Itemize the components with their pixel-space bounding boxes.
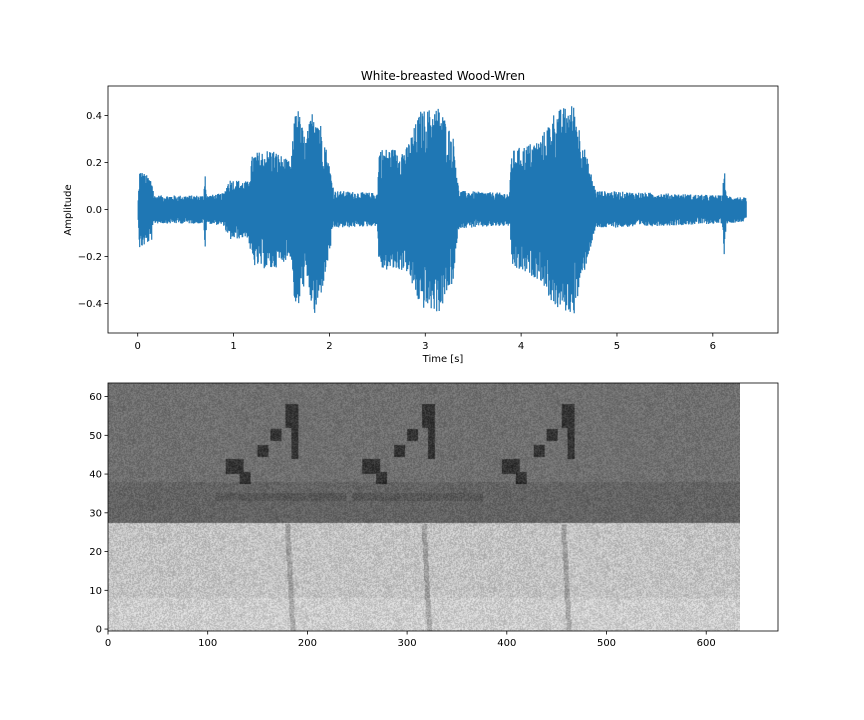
waveform-title: White-breasted Wood-Wren [361,69,525,83]
x-tick-label: 600 [697,638,716,649]
x-tick-label: 0 [105,638,111,649]
x-tick-label: 0 [135,341,141,352]
spectrogram-image [108,383,741,631]
y-tick-label: 60 [89,392,102,403]
x-tick-label: 300 [398,638,417,649]
y-tick-label: 40 [89,470,102,481]
waveform-ylabel: Amplitude [63,184,74,235]
y-tick-label: −0.2 [78,252,102,263]
x-tick-label: 4 [518,341,524,352]
y-tick-label: 0.2 [86,158,102,169]
waveform-axes: 0 1 2 3 4 5 6 −0.4 −0.2 0.0 0.2 0.4 [78,85,779,352]
spectrogram-axes: 0 100 200 300 400 500 600 0 10 20 30 40 50 60 [89,382,779,649]
x-tick-label: 3 [422,341,428,352]
y-tick-label: 20 [89,547,102,558]
waveform-xlabel: Time [s] [422,354,464,365]
y-tick-label: 30 [89,508,102,519]
x-tick-label: 500 [597,638,616,649]
y-tick-label: 0.4 [86,111,102,122]
x-tick-label: 1 [230,341,236,352]
y-tick-label: 0 [96,625,102,636]
x-tick-label: 5 [614,341,620,352]
x-tick-label: 200 [298,638,317,649]
y-tick-label: 10 [89,586,102,597]
x-tick-label: 2 [326,341,332,352]
spectrogram-frame [107,382,779,632]
y-tick-label: 0.0 [86,205,102,216]
y-tick-label: 50 [89,431,102,442]
x-tick-label: 400 [497,638,516,649]
waveform-line [137,106,747,314]
x-tick-label: 100 [198,638,217,649]
y-tick-label: −0.4 [78,299,102,310]
x-tick-label: 6 [710,341,716,352]
